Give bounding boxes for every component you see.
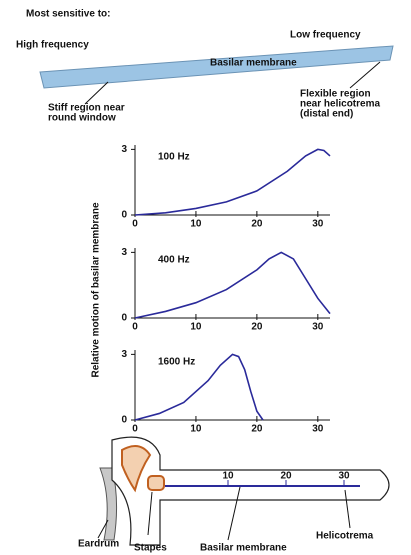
x-tick-label: 0 — [132, 424, 138, 435]
pointer — [350, 62, 380, 88]
y-axis-label: Relative motion of basilar membrane — [91, 202, 102, 377]
panel-title: 400 Hz — [158, 255, 190, 266]
panel-title: 1600 Hz — [158, 357, 195, 368]
x-tick-label: 30 — [312, 322, 324, 333]
y-tick-label: 3 — [121, 349, 127, 360]
membrane-label: Basilar membrane — [210, 58, 297, 69]
stapes-shape — [148, 476, 164, 490]
x-tick-label: 30 — [312, 424, 324, 435]
cochlea-outline — [112, 437, 389, 545]
scale-label: 20 — [280, 471, 292, 482]
curve — [135, 354, 263, 420]
x-tick-label: 10 — [190, 322, 202, 333]
stiff-label: round window — [48, 113, 116, 124]
y-tick-label: 0 — [121, 210, 127, 221]
scale-label: 10 — [222, 471, 234, 482]
y-tick-label: 3 — [121, 247, 127, 258]
x-tick-label: 10 — [190, 424, 202, 435]
x-tick-label: 10 — [190, 219, 202, 230]
high-frequency: High frequency — [16, 40, 89, 51]
y-tick-label: 3 — [121, 144, 127, 155]
x-tick-label: 30 — [312, 219, 324, 230]
low-frequency: Low frequency — [290, 30, 361, 41]
stapes-label: Stapes — [134, 543, 167, 554]
y-tick-label: 0 — [121, 313, 127, 324]
x-tick-label: 20 — [251, 322, 263, 333]
x-tick-label: 20 — [251, 424, 263, 435]
figure: Most sensitive to: High frequency Low fr… — [0, 0, 411, 555]
x-tick-label: 20 — [251, 219, 263, 230]
y-tick-label: 0 — [121, 415, 127, 426]
helicotrema-label: Helicotrema — [316, 531, 374, 542]
x-tick-label: 0 — [132, 322, 138, 333]
panel-title: 100 Hz — [158, 152, 190, 163]
scale-label: 30 — [338, 471, 350, 482]
eardrum-label: Eardrum — [78, 539, 119, 550]
pointer — [85, 82, 108, 104]
flexible-label: (distal end) — [300, 109, 353, 120]
x-tick-label: 0 — [132, 219, 138, 230]
header-title: Most sensitive to: — [26, 9, 110, 20]
basilar-label: Basilar membrane — [200, 543, 287, 554]
